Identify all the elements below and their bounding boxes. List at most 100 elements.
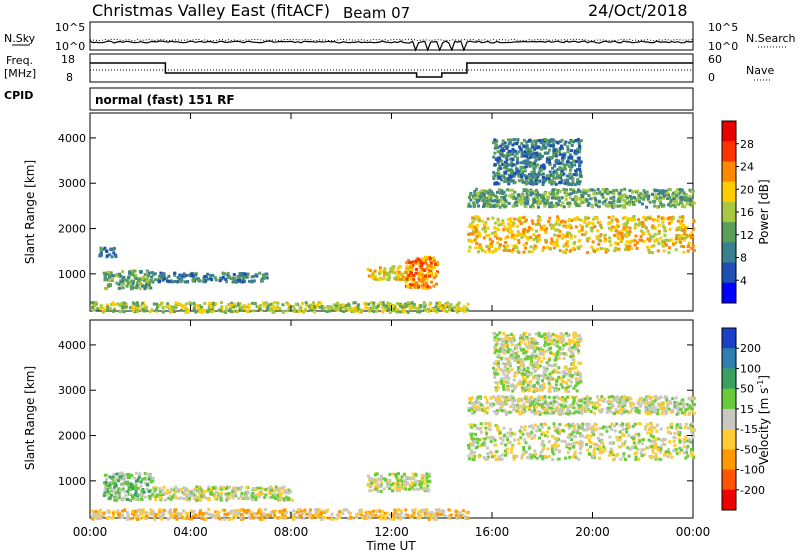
- data-cell: [400, 475, 404, 479]
- data-cell: [626, 422, 630, 426]
- data-cell: [458, 306, 462, 310]
- data-cell: [608, 453, 612, 457]
- data-cell: [424, 514, 428, 518]
- data-cell: [194, 273, 198, 277]
- data-cell: [677, 437, 681, 441]
- data-cell: [475, 187, 478, 191]
- data-cell: [236, 278, 240, 282]
- data-cell: [539, 454, 543, 458]
- data-cell: [516, 172, 520, 176]
- data-cell: [266, 304, 270, 308]
- data-cell: [265, 276, 269, 280]
- data-cell: [646, 402, 650, 406]
- data-cell: [594, 401, 598, 405]
- data-cell: [524, 246, 528, 250]
- data-cell: [479, 422, 483, 426]
- data-cell: [382, 514, 386, 518]
- data-cell: [145, 487, 149, 491]
- data-cell: [109, 283, 112, 287]
- data-cell: [691, 396, 695, 400]
- data-cell: [120, 496, 124, 500]
- data-cell: [295, 510, 299, 514]
- data-cell: [627, 232, 631, 236]
- data-cell: [571, 455, 575, 459]
- data-cell: [117, 495, 121, 499]
- data-cell: [655, 455, 659, 459]
- data-cell: [577, 425, 581, 429]
- data-cell: [106, 254, 109, 258]
- data-cell: [533, 147, 537, 151]
- data-cell: [248, 515, 252, 519]
- data-cell: [533, 246, 537, 250]
- data-cell: [519, 193, 523, 197]
- data-cell: [546, 151, 550, 155]
- data-cell: [618, 237, 622, 241]
- data-cell: [342, 306, 346, 310]
- data-cell: [419, 485, 423, 489]
- data-cell: [562, 172, 566, 176]
- data-cell: [192, 307, 196, 311]
- data-cell: [513, 149, 517, 153]
- data-cell: [520, 153, 524, 157]
- data-cell: [334, 304, 338, 308]
- data-cell: [197, 490, 201, 493]
- data-cell: [618, 438, 622, 442]
- data-cell: [251, 491, 255, 495]
- data-cell: [182, 486, 185, 490]
- data-cell: [357, 310, 361, 314]
- data-cell: [358, 508, 362, 512]
- data-cell: [486, 455, 490, 459]
- data-cell: [641, 400, 645, 404]
- data-cell: [430, 510, 434, 514]
- data-cell: [239, 516, 243, 520]
- data-cell: [621, 422, 624, 426]
- data-cell: [643, 195, 647, 199]
- data-cell: [413, 508, 417, 512]
- data-cell: [538, 139, 542, 142]
- data-cell: [467, 446, 471, 450]
- data-cell: [546, 195, 549, 199]
- data-cell: [517, 170, 521, 174]
- data-cell: [273, 489, 277, 493]
- data-cell: [602, 425, 606, 429]
- data-cell: [509, 398, 513, 402]
- data-cell: [467, 443, 470, 447]
- data-cell: [123, 278, 127, 282]
- data-cell: [683, 440, 686, 444]
- data-cell: [180, 279, 184, 283]
- data-cell: [484, 221, 488, 225]
- data-cell: [480, 443, 484, 447]
- data-cell: [614, 241, 617, 245]
- data-cell: [599, 233, 603, 237]
- data-cell: [526, 181, 530, 185]
- data-cell: [103, 246, 107, 250]
- data-cell: [523, 409, 527, 413]
- data-cell: [111, 482, 115, 486]
- data-cell: [380, 477, 383, 481]
- data-cell: [611, 411, 615, 415]
- data-cell: [528, 153, 532, 157]
- data-cell: [310, 308, 313, 312]
- data-cell: [267, 487, 271, 490]
- data-cell: [190, 493, 194, 497]
- data-cell: [114, 484, 118, 488]
- data-cell: [605, 188, 609, 192]
- data-cell: [690, 409, 694, 413]
- data-cell: [523, 438, 527, 442]
- data-cell: [557, 159, 561, 163]
- data-cell: [650, 245, 654, 248]
- data-cell: [120, 283, 124, 287]
- data-cell: [657, 232, 661, 235]
- data-cell: [582, 192, 585, 196]
- data-cell: [169, 497, 173, 501]
- data-cell: [415, 267, 418, 271]
- data-cell: [410, 485, 414, 489]
- data-cell: [550, 182, 554, 186]
- data-cell: [510, 432, 514, 436]
- data-cell: [221, 271, 225, 275]
- data-cell: [659, 203, 663, 207]
- data-cell: [271, 510, 275, 514]
- data-cell: [432, 276, 436, 280]
- data-cell: [680, 219, 684, 223]
